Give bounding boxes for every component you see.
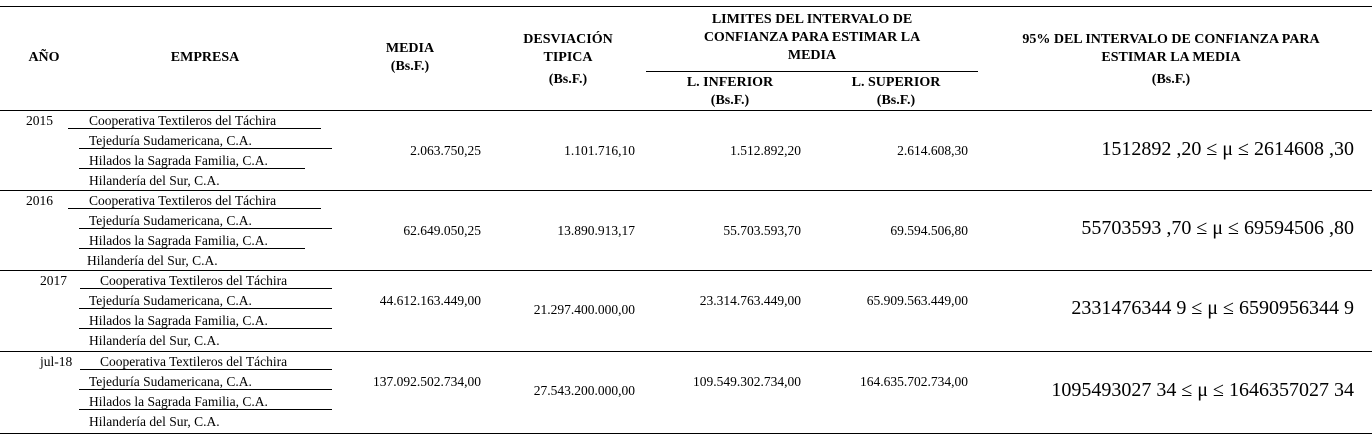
header-limits: LIMITES DEL INTERVALO DE CONFIANZA PARA … [646, 11, 978, 65]
limits-group-rule [646, 71, 978, 72]
mean-value: 2.063.750,25 [410, 143, 481, 158]
header-stddev-line1: DESVIACIÓN [523, 32, 613, 47]
mean-value: 44.612.163.449,00 [379, 293, 481, 308]
company-name: Hilados la Sagrada Familia, C.A. [89, 233, 268, 248]
company-name: Tejeduría Sudamericana, C.A. [89, 213, 252, 228]
company-underline [68, 208, 321, 209]
row-separator [0, 270, 1372, 271]
stddev-value: 27.543.200.000,00 [533, 383, 635, 398]
header-mean-unit: (Bs.F.) [390, 59, 430, 74]
table-bottom-rule [0, 433, 1372, 434]
company-name: Tejeduría Sudamericana, C.A. [89, 133, 252, 148]
header-lower-label: L. INFERIOR [686, 75, 774, 90]
confidence-interval: 2331476344 9 ≤ μ ≤ 6590956344 9 [1071, 297, 1354, 319]
header-limits-line3: MEDIA [787, 48, 837, 63]
header-year: AÑO [28, 50, 60, 65]
header-ci-unit: (Bs.F.) [1151, 72, 1191, 87]
row-year: 2015 [26, 113, 53, 128]
company-underline [68, 128, 321, 129]
company-name: Tejeduría Sudamericana, C.A. [89, 374, 252, 389]
upper-limit-value: 164.635.702.734,00 [860, 374, 968, 389]
lower-limit-value: 55.703.593,70 [723, 223, 801, 238]
confidence-interval: 55703593 ,70 ≤ μ ≤ 69594506 ,80 [1081, 217, 1354, 239]
company-name: Cooperativa Textileros del Táchira [89, 113, 277, 128]
row-separator [0, 190, 1372, 191]
company-name: Tejeduría Sudamericana, C.A. [89, 293, 252, 308]
company-underline [79, 409, 332, 410]
company-underline [79, 228, 332, 229]
mean-value: 137.092.502.734,00 [373, 374, 481, 389]
table-top-rule [0, 6, 1372, 7]
header-ci: 95% DEL INTERVALO DE CONFIANZA PARA ESTI… [985, 31, 1357, 89]
mean-value: 62.649.050,25 [403, 223, 481, 238]
company-name: Hilandería del Sur, C.A. [89, 173, 220, 188]
lower-limit-value: 23.314.763.449,00 [699, 293, 801, 308]
stddev-value: 1.101.716,10 [564, 143, 635, 158]
company-name: Hilados la Sagrada Familia, C.A. [89, 394, 268, 409]
company-underline [79, 148, 332, 149]
company-underline [79, 248, 305, 249]
company-name: Cooperativa Textileros del Táchira [100, 273, 288, 288]
company-underline [79, 389, 332, 390]
header-mean: MEDIA (Bs.F.) [360, 40, 460, 76]
header-lower: L. INFERIOR (Bs.F.) [660, 74, 800, 110]
company-name: Hilados la Sagrada Familia, C.A. [89, 313, 268, 328]
company-name: Hilados la Sagrada Familia, C.A. [89, 153, 268, 168]
company-name: Hilandería del Sur, C.A. [89, 333, 220, 348]
upper-limit-value: 65.909.563.449,00 [866, 293, 968, 308]
confidence-interval: 1512892 ,20 ≤ μ ≤ 2614608 ,30 [1101, 138, 1354, 160]
header-lower-unit: (Bs.F.) [710, 93, 750, 108]
company-name: Hilandería del Sur, C.A. [89, 414, 220, 429]
header-bottom-rule [0, 110, 1372, 111]
company-underline [79, 308, 332, 309]
stddev-value: 21.297.400.000,00 [533, 302, 635, 317]
upper-limit-value: 2.614.608,30 [897, 143, 968, 158]
lower-limit-value: 109.549.302.734,00 [693, 374, 801, 389]
header-stddev-unit: (Bs.F.) [548, 72, 588, 87]
company-underline [80, 369, 332, 370]
company-underline [79, 328, 332, 329]
row-year: 2016 [26, 193, 53, 208]
header-upper-unit: (Bs.F.) [876, 93, 916, 108]
company-name: Cooperativa Textileros del Táchira [89, 193, 277, 208]
header-stddev-line2: TIPICA [543, 50, 593, 65]
stddev-value: 13.890.913,17 [557, 223, 635, 238]
company-underline [80, 288, 332, 289]
header-limits-line1: LIMITES DEL INTERVALO DE [711, 12, 913, 27]
company-name: Cooperativa Textileros del Táchira [100, 354, 288, 369]
header-upper-label: L. SUPERIOR [851, 75, 941, 90]
row-separator [0, 351, 1372, 352]
company-underline [79, 168, 305, 169]
upper-limit-value: 69.594.506,80 [890, 223, 968, 238]
header-stddev: DESVIACIÓN TIPICA (Bs.F.) [500, 31, 636, 89]
header-ci-line2: ESTIMAR LA MEDIA [1101, 50, 1241, 65]
header-upper: L. SUPERIOR (Bs.F.) [826, 74, 966, 110]
header-limits-line2: CONFIANZA PARA ESTIMAR LA [703, 30, 921, 45]
header-mean-label: MEDIA [385, 41, 435, 56]
company-name: Hilandería del Sur, C.A. [87, 253, 218, 268]
confidence-interval: 1095493027 34 ≤ μ ≤ 1646357027 34 [1051, 379, 1354, 401]
lower-limit-value: 1.512.892,20 [730, 143, 801, 158]
header-ci-line1: 95% DEL INTERVALO DE CONFIANZA PARA [1022, 32, 1320, 47]
row-year: 2017 [40, 273, 67, 288]
header-company: EMPRESA [170, 50, 240, 65]
row-year: jul-18 [40, 354, 73, 369]
